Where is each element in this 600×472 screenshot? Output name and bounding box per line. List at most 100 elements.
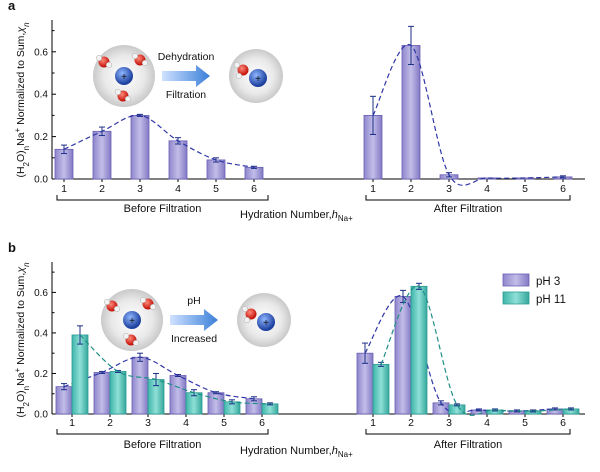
group-bracket — [365, 429, 571, 435]
group-label: Before Filtration — [124, 203, 202, 215]
y-tick-label: 0.0 — [34, 410, 48, 421]
water-oxygen-icon — [245, 308, 257, 320]
water-hydrogen-icon — [103, 299, 110, 306]
legend-label: pH 11 — [536, 294, 566, 306]
inset-illustration: + pH Increased + — [101, 289, 291, 351]
x-tick-label: 2 — [408, 417, 414, 429]
water-hydrogen-icon — [132, 340, 139, 347]
x-axis-symbol: h — [332, 209, 338, 221]
sodium-plus-sign: + — [255, 74, 261, 85]
x-tick-label: 1 — [69, 417, 75, 429]
x-tick-label: 5 — [522, 417, 528, 429]
x-tick-label: 6 — [560, 417, 566, 429]
water-hydrogen-icon — [149, 304, 156, 311]
x-axis-title: Hydration Number,hNa+ — [240, 209, 353, 223]
legend: pH 3 pH 11 — [502, 273, 566, 306]
x-tick-label: 3 — [137, 183, 143, 195]
group-label: After Filtration — [434, 439, 502, 451]
y-axis-title: (H2O)nNa+ Normalized to Sum,χn — [13, 22, 31, 178]
bar-series-4 — [168, 140, 188, 180]
water-hydrogen-icon — [105, 62, 112, 69]
sodium-plus-sign: + — [263, 318, 269, 329]
x-tick-label: 2 — [99, 183, 105, 195]
water-hydrogen-icon — [124, 95, 131, 102]
x-tick-label: 3 — [446, 417, 452, 429]
bar-ph-11-2 — [109, 371, 127, 415]
sodium-plus-sign: + — [121, 72, 127, 83]
x-axis-subscript: Na+ — [338, 214, 353, 223]
sodium-ion-icon — [123, 311, 141, 329]
water-hydrogen-icon — [141, 60, 148, 67]
x-tick-label: 6 — [251, 183, 257, 195]
x-axis-symbol: h — [332, 445, 338, 457]
water-hydrogen-icon — [139, 297, 146, 304]
x-tick-label: 1 — [61, 183, 67, 195]
group-label: Before Filtration — [124, 439, 202, 451]
bar-ph-3-2 — [394, 296, 412, 415]
bar-ph-11-6 — [261, 403, 279, 415]
water-hydrogen-icon — [114, 88, 121, 95]
sodium-plus-sign: + — [129, 316, 135, 327]
bar-ph-11-2 — [410, 285, 428, 415]
y-tick-label: 0.2 — [34, 369, 48, 380]
inset-bottom-text: Increased — [171, 333, 217, 345]
y-tick-label: 0.4 — [34, 90, 48, 101]
fit-curve — [79, 334, 271, 405]
bar-ph-11-1 — [372, 363, 390, 415]
x-tick-label: 5 — [522, 183, 528, 195]
fit-curve — [372, 43, 564, 186]
x-tick-label: 3 — [145, 417, 151, 429]
x-tick-label: 4 — [183, 417, 189, 429]
water-hydrogen-icon — [131, 53, 138, 60]
bar-ph-3-1 — [55, 386, 73, 415]
bar-series-5 — [206, 159, 226, 180]
fit-curve — [63, 114, 255, 168]
panel-b: b 0.0 0.2 0.4 0.6 1 2 3 4 5 6 Before Filtration 1 2 3 4… — [8, 240, 585, 459]
x-tick-label: 6 — [560, 183, 566, 195]
legend-swatch — [502, 273, 530, 287]
arrow-right-icon — [170, 309, 218, 331]
water-hydrogen-icon — [243, 317, 250, 324]
group-bracket — [56, 429, 269, 435]
x-tick-label: 4 — [484, 417, 490, 429]
water-hydrogen-icon — [122, 333, 129, 340]
inset-top-text: Dehydration — [158, 51, 215, 63]
water-hydrogen-icon — [113, 306, 120, 313]
legend-label: pH 3 — [536, 276, 560, 288]
x-tick-label: 1 — [370, 183, 376, 195]
x-tick-label: 2 — [408, 183, 414, 195]
bar-ph-3-2 — [93, 372, 111, 415]
x-axis-title: Hydration Number,hNa+ — [240, 445, 353, 459]
y-tick-label: 0.6 — [34, 288, 48, 299]
water-hydrogen-icon — [241, 306, 248, 313]
y-axis-title: (H2O)nNa+ Normalized to Sum,χn — [13, 262, 31, 418]
panel-a: a 0.0 0.2 0.4 0.6 1 2 3 4 5 6 Before Filtration 1 2 3 4… — [8, 0, 585, 223]
y-tick-label: 0.0 — [34, 175, 48, 186]
water-hydrogen-icon — [95, 55, 102, 62]
x-tick-label: 5 — [213, 183, 219, 195]
y-tick-label: 0.6 — [34, 47, 48, 58]
x-axis-subscript: Na+ — [338, 450, 353, 459]
bar-ph-11-1 — [71, 334, 89, 415]
arrow-right-icon — [162, 65, 210, 87]
bar-ph-3-5 — [207, 392, 225, 415]
inset-bottom-text: Filtration — [166, 89, 206, 101]
x-tick-label: 3 — [446, 183, 452, 195]
bar-series-2 — [401, 45, 421, 180]
panel-label: a — [8, 0, 16, 13]
sodium-ion-icon — [249, 69, 267, 87]
fit-curve — [364, 295, 556, 414]
x-tick-label: 2 — [107, 417, 113, 429]
x-tick-label: 6 — [259, 417, 265, 429]
fit-curve — [380, 285, 572, 416]
legend-swatch — [502, 291, 530, 305]
bar-series-4 — [477, 177, 497, 180]
bar-series-6 — [244, 166, 264, 180]
water-hydrogen-icon — [233, 62, 240, 69]
sodium-ion-icon — [115, 67, 133, 85]
x-tick-label: 1 — [370, 417, 376, 429]
water-hydrogen-icon — [235, 72, 242, 79]
fit-curve — [63, 356, 255, 400]
bar-ph-3-4 — [169, 375, 187, 415]
